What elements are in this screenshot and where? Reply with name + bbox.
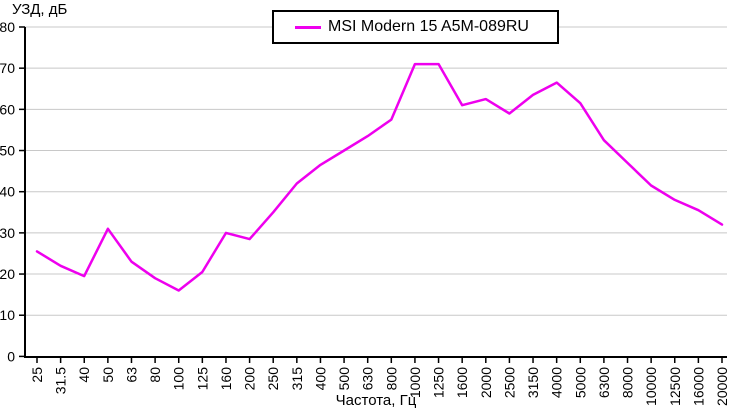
x-tick-label: 125 <box>194 367 210 391</box>
x-tick-label: 20000 <box>714 367 730 406</box>
x-tick-label: 1250 <box>431 367 447 398</box>
x-tick-label: 100 <box>171 367 187 391</box>
x-tick-label: 40 <box>76 367 92 383</box>
x-tick-label: 25 <box>29 367 45 383</box>
y-tick-label: 0 <box>7 348 15 364</box>
y-tick-label: 20 <box>0 266 15 282</box>
series-line <box>35 62 724 292</box>
x-tick-label: 16000 <box>690 367 706 406</box>
x-tick-label: 5000 <box>572 367 588 398</box>
y-tick-label: 30 <box>0 225 15 241</box>
x-tick-label: 630 <box>360 367 376 391</box>
x-tick-label: 315 <box>289 367 305 391</box>
x-tick-label: 1600 <box>454 367 470 398</box>
y-tick-label: 60 <box>0 101 15 117</box>
y-axis-title: УЗД, дБ <box>12 1 68 18</box>
x-tick-label: 400 <box>312 367 328 391</box>
y-tick-label: 70 <box>0 60 15 76</box>
y-tick-label: 40 <box>0 184 15 200</box>
x-tick-label: 250 <box>265 367 281 391</box>
legend-line-swatch <box>295 25 321 29</box>
x-tick-label: 2000 <box>478 367 494 398</box>
x-tick-label: 31.5 <box>53 367 69 394</box>
x-tick-label: 160 <box>218 367 234 391</box>
legend-label: MSI Modern 15 A5M-089RU <box>328 18 529 35</box>
y-tick-label: 10 <box>0 307 15 323</box>
x-tick-label: 8000 <box>620 367 636 398</box>
x-tick-label: 500 <box>336 367 352 391</box>
x-tick-label: 2500 <box>501 367 517 398</box>
x-tick-label: 4000 <box>549 367 565 398</box>
x-tick-label: 80 <box>147 367 163 383</box>
x-tick-label: 50 <box>100 367 116 383</box>
x-tick-label: 6300 <box>596 367 612 398</box>
x-tick-label: 800 <box>383 367 399 391</box>
y-tick-label: 80 <box>0 19 15 35</box>
y-tick-label: 50 <box>0 143 15 159</box>
x-tick-label: 1000 <box>407 367 423 398</box>
x-tick-label: 10000 <box>643 367 659 406</box>
x-tick-label: 63 <box>123 367 139 383</box>
x-axis-title: Частота, Гц <box>335 392 417 409</box>
x-tick-label: 200 <box>242 367 258 391</box>
x-tick-label: 3150 <box>525 367 541 398</box>
legend: MSI Modern 15 A5M-089RU <box>272 10 559 44</box>
x-tick-label: 12500 <box>667 367 683 406</box>
